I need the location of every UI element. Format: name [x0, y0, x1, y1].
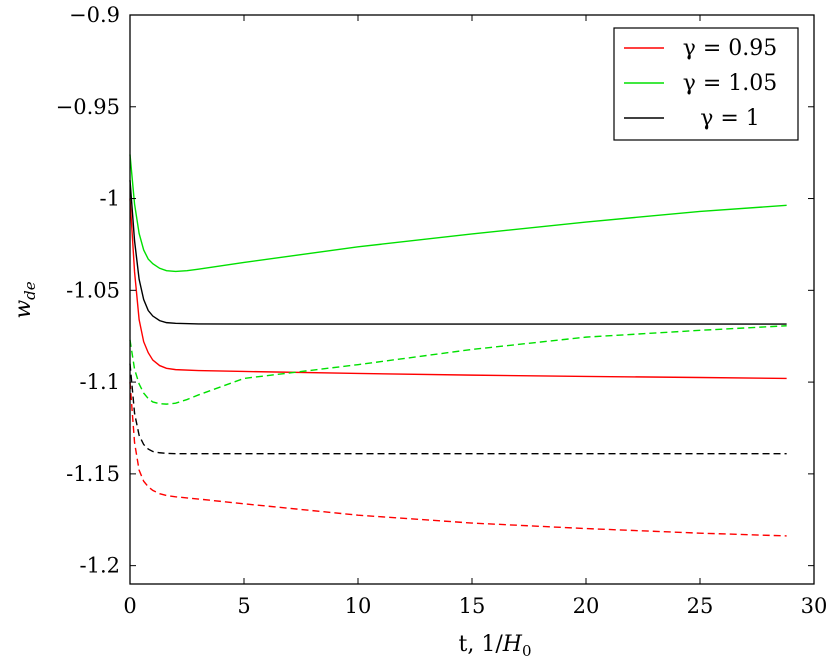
x-tick-label: 10: [345, 594, 372, 618]
y-axis-label-sub: de: [21, 281, 39, 300]
legend-label: γ = 0.95: [683, 36, 778, 61]
legend-box: [613, 27, 799, 141]
series-line-4: [129, 325, 787, 405]
y-tick-label: −0.9: [69, 3, 120, 27]
legend-label: γ = 1: [700, 106, 760, 131]
tick-layer: 0 5 10 15 20 25 30 −0.9 −0.95 -1 -1.05 -1.1 -1.15 -1.…: [56, 3, 828, 618]
y-axis-label: wde: [11, 281, 39, 318]
x-axis-label-prefix: t, 1/: [459, 632, 504, 657]
y-tick-label: -1.05: [66, 278, 120, 302]
x-tick-label: 20: [573, 594, 600, 618]
y-tick-label: -1.15: [66, 462, 120, 486]
x-axis-label-sub: 0: [522, 642, 532, 660]
y-axis-label-var: w: [11, 300, 36, 319]
x-tick-label: 15: [459, 594, 486, 618]
x-tick-label: 0: [123, 594, 136, 618]
series-line-1: [129, 154, 787, 273]
y-tick-label: -1.2: [80, 554, 121, 578]
legend: γ = 0.95 γ = 1.05 γ = 1: [613, 27, 799, 141]
series-line-5: [129, 363, 787, 455]
series-line-3: [129, 382, 787, 537]
x-axis-label-var: H: [502, 632, 523, 657]
x-axis-label: t, 1/H0: [459, 632, 532, 660]
series-line-2: [129, 180, 787, 325]
y-tick-label: −0.95: [56, 95, 120, 119]
x-tick-label: 30: [801, 594, 828, 618]
series-layer: [129, 154, 787, 537]
y-tick-label: -1.1: [80, 370, 121, 394]
x-tick-label: 5: [237, 594, 250, 618]
series-line-0: [129, 198, 787, 380]
y-tick-label: -1: [100, 187, 120, 211]
x-tick-label: 25: [687, 594, 714, 618]
legend-label: γ = 1.05: [683, 71, 778, 96]
